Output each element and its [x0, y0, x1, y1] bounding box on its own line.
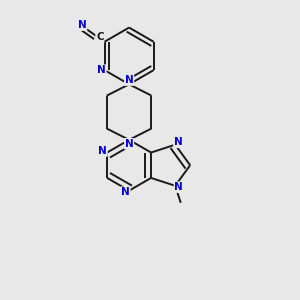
- Text: N: N: [174, 182, 183, 192]
- Text: N: N: [121, 187, 130, 197]
- Text: N: N: [174, 137, 183, 147]
- Text: N: N: [125, 75, 134, 85]
- Text: N: N: [125, 139, 134, 149]
- Text: C: C: [96, 32, 104, 43]
- Text: N: N: [78, 20, 87, 30]
- Text: N: N: [98, 146, 107, 156]
- Text: N: N: [97, 65, 106, 75]
